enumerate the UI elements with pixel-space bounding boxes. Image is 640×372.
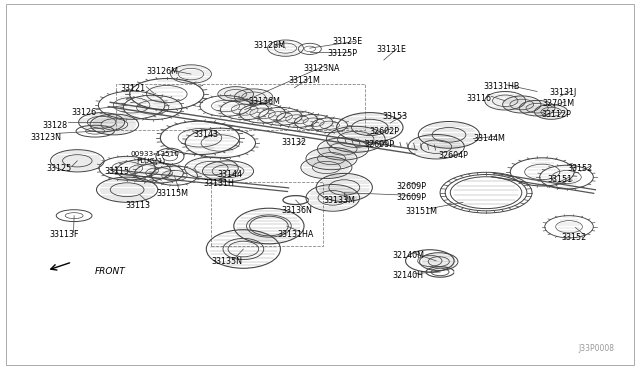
Text: 33116: 33116 [467,94,492,103]
Text: FRONT: FRONT [95,267,126,276]
Text: 33153: 33153 [383,112,408,121]
Text: 33133M: 33133M [324,196,356,205]
Text: 33151M: 33151M [406,207,438,216]
Text: 33123N: 33123N [31,132,61,142]
Text: 33144M: 33144M [473,134,505,143]
Text: 33128M: 33128M [253,41,285,50]
Text: J33P0008: J33P0008 [578,344,614,353]
Text: 32609P: 32609P [397,182,427,191]
Text: 33113: 33113 [126,201,151,210]
Text: 33131HA: 33131HA [278,230,314,239]
Text: 33136N: 33136N [282,206,312,215]
Text: 33121: 33121 [121,84,146,93]
Text: 33131M: 33131M [288,76,320,84]
Text: 33136M: 33136M [248,97,280,106]
Text: 32609P: 32609P [365,140,395,149]
Text: 33131J: 33131J [550,88,577,97]
Text: 33135N: 33135N [211,257,243,266]
Text: 32140M: 32140M [393,251,425,260]
Text: 32602P: 32602P [370,126,400,136]
Text: 33113F: 33113F [49,230,79,240]
Text: 33125P: 33125P [328,49,358,58]
Text: 33131E: 33131E [376,45,406,54]
Text: 33125E: 33125E [333,37,363,46]
Text: 33144: 33144 [218,170,243,179]
Text: 33112P: 33112P [541,110,571,119]
Text: 33126: 33126 [71,108,96,117]
Text: 33152: 33152 [561,232,587,242]
Text: 33131HB: 33131HB [483,82,520,91]
Text: 33151: 33151 [547,175,572,184]
Text: 33152: 33152 [568,164,593,173]
Text: 33115M: 33115M [157,189,189,198]
Text: 33131H: 33131H [204,179,235,187]
Text: 00933-13510: 00933-13510 [131,151,180,157]
Text: 32701M: 32701M [542,99,574,108]
Text: 33125: 33125 [47,164,72,173]
Text: 33115: 33115 [104,167,129,176]
Text: PLUG(1): PLUG(1) [136,158,165,164]
Text: 32140H: 32140H [393,271,424,280]
Text: 33126M: 33126M [147,67,179,76]
Text: 33128: 33128 [42,122,67,131]
Text: 32604P: 32604P [438,151,468,160]
Text: 33123NA: 33123NA [303,64,340,73]
Text: 33132: 33132 [282,138,307,147]
Text: 32609P: 32609P [397,193,427,202]
Text: 33143: 33143 [193,130,218,140]
